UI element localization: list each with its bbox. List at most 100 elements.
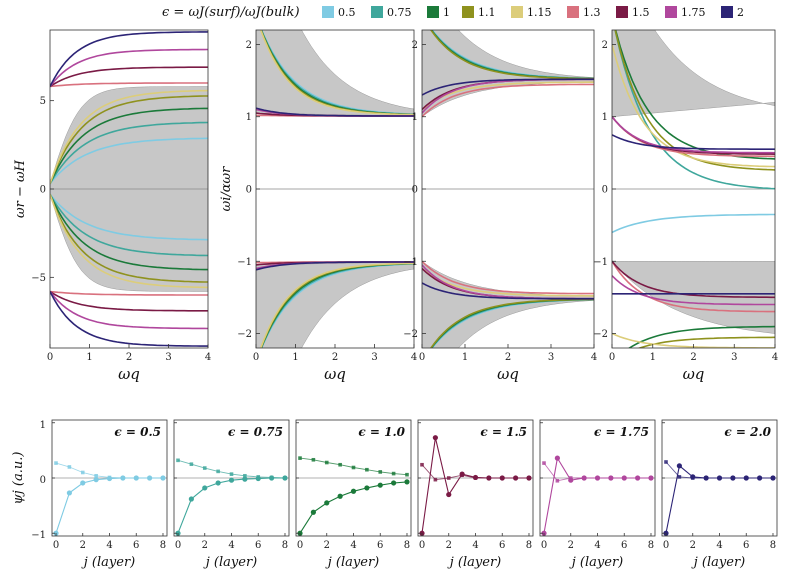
x-tick-label: 4: [350, 540, 356, 551]
series-a-1_5-curve-1: [50, 290, 208, 312]
profile-point: [93, 477, 99, 483]
profile-square: [378, 470, 383, 474]
series-a-1_75-curve-1: [50, 291, 208, 330]
legend-swatch-3: [462, 6, 474, 18]
profile-square: [147, 476, 152, 480]
continuum-band-0: [612, 30, 775, 117]
x-tick-label: 0: [419, 540, 425, 551]
x-tick-label: 6: [621, 540, 627, 551]
x-tick-label: 0: [297, 540, 303, 551]
profile-square: [391, 471, 396, 476]
series-a-0_75-curve-1: [50, 193, 208, 257]
profile-point: [446, 491, 452, 498]
profile-point: [676, 463, 682, 469]
profile-square: [677, 475, 682, 479]
series-a-1_1-curve-1: [50, 194, 208, 283]
x-tick-label: 2: [80, 540, 86, 551]
series-a-1_15-curve-0: [50, 89, 208, 184]
profile-point: [554, 455, 560, 461]
profile-panel-2: ϵ = 1.0 0 2 4 6 8 j (layer): [295, 419, 412, 570]
profile-panel-5: ϵ = 2.0 0 2 4 6 8 j (layer): [661, 419, 778, 570]
legend-swatch-0: [322, 6, 334, 18]
x-tick-label: 0: [609, 352, 615, 363]
series-d-1_5-curve-1: [612, 260, 775, 299]
panel-title: ϵ = 1.75: [594, 425, 649, 439]
profile-square: [717, 476, 722, 480]
panel-title: ϵ = 1.0: [358, 425, 405, 439]
x-tick-label: 6: [377, 540, 383, 551]
legend-swatch-8: [721, 6, 733, 18]
series-a-1-curve-1: [50, 193, 208, 271]
profile-square: [189, 462, 194, 466]
profile-square: [94, 473, 98, 478]
y-tick-label: 5: [40, 96, 46, 107]
x-tick-label: 4: [591, 352, 597, 363]
series-b-1_15-curve-1: [259, 262, 414, 348]
profile-point: [404, 479, 410, 485]
profile-point: [215, 480, 221, 486]
x-tick-label: 0: [53, 540, 59, 551]
series-a-1_15-curve-1: [50, 194, 208, 289]
series-a-0_5-curve-1: [50, 193, 208, 241]
profile-panel-1: ϵ = 0.75 0 2 4 6 8 j (layer): [173, 419, 290, 570]
series-c-2-curve-0: [422, 78, 594, 96]
y-tick-label: 0: [602, 185, 608, 196]
profile-point: [202, 485, 208, 491]
y-tick-label: 1: [246, 112, 252, 123]
series-b-1_15-curve-0: [259, 30, 414, 116]
x-tick-label: 6: [743, 540, 749, 551]
series-a-1_1-curve-0: [50, 95, 208, 184]
x-tick-label: 2: [568, 540, 574, 551]
profile-point: [364, 485, 370, 491]
x-tick-label: 3: [165, 352, 171, 363]
profile-square: [568, 476, 573, 480]
x-tick-label: 6: [255, 540, 261, 551]
legend-swatch-2: [427, 6, 439, 18]
profile-square: [283, 476, 287, 480]
legend-swatch-4: [511, 6, 523, 18]
profile-square: [690, 476, 695, 480]
profile-square: [324, 460, 329, 465]
profile-square: [582, 476, 586, 480]
dispersion-panels: 0 1 2 3 4 −5 0 5 ωq ωr − ωH 0 1 2 3 4 −2 −1 0 1 2 ωq ωi/αωr 0 1…: [13, 29, 778, 383]
panel-title: ϵ = 1.5: [480, 425, 527, 439]
legend: ϵ = ωJ(surf)/ωJ(bulk) 0.5 0.75 1 1.1 1.15 1.3…: [162, 5, 744, 20]
profile-square: [107, 475, 112, 480]
series-b-2-curve-0: [256, 107, 414, 117]
profile-square: [243, 473, 247, 478]
y-tick-label: −1: [237, 257, 252, 268]
profile-square: [67, 465, 72, 469]
profile-square: [256, 475, 261, 479]
profile-square: [731, 476, 735, 480]
x-axis-label: j (layer): [569, 555, 623, 570]
x-tick-label: 1: [86, 352, 92, 363]
y-tick-label: 0: [40, 185, 46, 196]
profile-point: [324, 500, 330, 506]
plot-area: [256, 30, 414, 348]
profile-point: [310, 509, 316, 515]
series-a-1_3-curve-1: [50, 290, 208, 296]
x-axis-label: j (layer): [691, 555, 745, 570]
y-tick-label: 0: [412, 185, 418, 196]
series-c-1_1-curve-1: [429, 298, 594, 348]
profile-square: [433, 477, 438, 482]
profile-square: [161, 476, 165, 480]
profile-square: [527, 476, 531, 480]
profile-square: [121, 476, 125, 480]
x-tick-label: 4: [411, 352, 417, 363]
panel-b: 0 1 2 3 4 −2 −1 0 1 2 ωq ωi/αωr: [219, 29, 417, 383]
profile-panel-3: ϵ = 1.5 0 2 4 6 8 j (layer): [417, 419, 534, 570]
x-tick-label: 6: [133, 540, 139, 551]
legend-label-8: 2: [737, 6, 744, 19]
legend-label-3: 1.1: [478, 6, 496, 19]
y-tick-label: −1: [31, 530, 46, 541]
profile-point: [242, 476, 248, 482]
profile-point: [188, 496, 194, 502]
series-a-1_5-curve-0: [50, 66, 208, 88]
legend-label-0: 0.5: [338, 6, 356, 19]
series-c-1_3-curve-1: [422, 260, 594, 295]
x-tick-label: 4: [716, 540, 722, 551]
y-axis-label: ψj (a.u.): [11, 452, 26, 505]
profile-square: [202, 466, 207, 470]
x-tick-label: 6: [499, 540, 505, 551]
